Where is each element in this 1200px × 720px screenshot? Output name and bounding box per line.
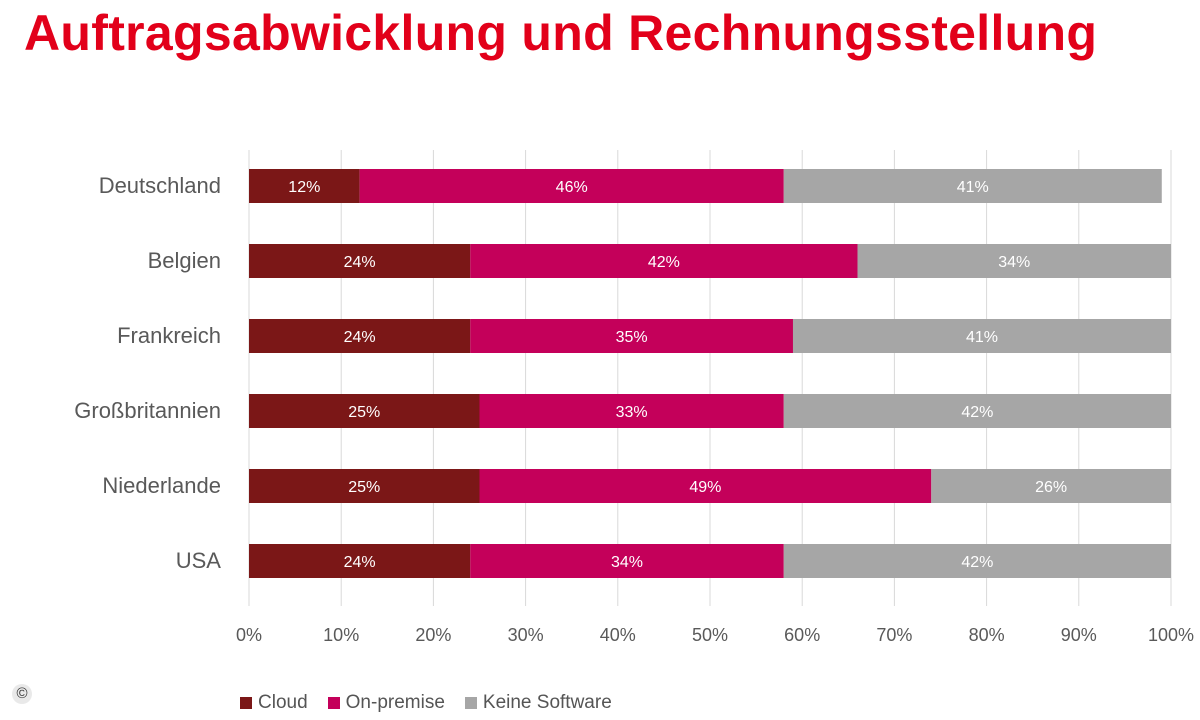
- legend-label: On-premise: [345, 692, 445, 713]
- bar-segment: [249, 394, 480, 428]
- category-label: USA: [176, 548, 222, 573]
- data-label: 42%: [961, 554, 993, 571]
- bar-segment: [249, 244, 471, 278]
- bar-segment: [857, 244, 1171, 278]
- bars: 12% 46% 41% 24% 42% 34% 24% 35% 41% 25% 33% 42% 25% 4…: [249, 169, 1171, 578]
- bar-segment: [359, 169, 784, 203]
- category-labels: Deutschland Belgien Frankreich Großbritanni…: [74, 173, 221, 573]
- bar-segment: [249, 544, 471, 578]
- data-label: 46%: [556, 179, 588, 196]
- legend-item: On-premise: [327, 692, 445, 714]
- x-tick-label: 40%: [600, 625, 636, 645]
- data-label: 24%: [344, 254, 376, 271]
- legend-item: Cloud: [240, 692, 308, 714]
- bar-segment: [470, 244, 858, 278]
- bar-segment: [249, 169, 360, 203]
- data-label: 34%: [998, 254, 1030, 271]
- data-label: 24%: [344, 554, 376, 571]
- legend-swatch: [464, 697, 477, 709]
- x-tick-label: 20%: [415, 625, 451, 645]
- data-label: 25%: [348, 404, 380, 421]
- bar-segment: [783, 394, 1171, 428]
- category-label: Großbritannien: [74, 398, 221, 423]
- x-tick-label: 30%: [508, 625, 544, 645]
- x-tick-label: 80%: [969, 625, 1005, 645]
- bar-segment: [249, 469, 480, 503]
- data-label: 41%: [957, 179, 989, 196]
- x-tick-label: 10%: [323, 625, 359, 645]
- bar-segment: [931, 469, 1171, 503]
- legend-item: Keine Software: [464, 692, 612, 714]
- data-label: 49%: [689, 479, 721, 496]
- bar-segment: [783, 544, 1171, 578]
- data-label: 35%: [616, 329, 648, 346]
- data-label: 34%: [611, 554, 643, 571]
- data-label: 33%: [616, 404, 648, 421]
- legend-swatch: [327, 697, 340, 709]
- data-label: 42%: [648, 254, 680, 271]
- gridlines: [248, 150, 1172, 606]
- category-label: Belgien: [148, 248, 221, 273]
- legend-label: Cloud: [258, 692, 308, 713]
- data-label: 25%: [348, 479, 380, 496]
- data-label: 12%: [288, 179, 320, 196]
- category-label: Deutschland: [99, 173, 221, 198]
- x-tick-label: 90%: [1061, 625, 1097, 645]
- chart-title: Auftragsabwicklung und Rechnungsstellung: [24, 5, 1098, 61]
- category-label: Frankreich: [117, 323, 221, 348]
- x-tick-label: 60%: [784, 625, 820, 645]
- bar-segment: [470, 544, 784, 578]
- x-tick-label: 50%: [692, 625, 728, 645]
- bar-segment: [792, 319, 1171, 353]
- bar-segment: [479, 394, 784, 428]
- legend-label: Keine Software: [482, 692, 612, 713]
- stacked-bar-chart: 12% 46% 41% 24% 42% 34% 24% 35% 41% 25% 33% 42% 25% 4…: [74, 150, 1194, 645]
- x-tick-label: 70%: [876, 625, 912, 645]
- data-label: 26%: [1035, 479, 1067, 496]
- bar-segment: [249, 319, 471, 353]
- copyright-icon: ©: [12, 684, 32, 704]
- category-label: Niederlande: [102, 473, 221, 498]
- data-label: 24%: [344, 329, 376, 346]
- bar-segment: [783, 169, 1162, 203]
- bar-segment: [479, 469, 932, 503]
- data-label: 41%: [966, 329, 998, 346]
- data-label: 42%: [961, 404, 993, 421]
- bar-segment: [470, 319, 793, 353]
- legend: Cloud On-premise Keine Software: [240, 692, 612, 714]
- x-tick-label: 0%: [236, 625, 262, 645]
- legend-swatch: [240, 697, 252, 709]
- x-tick-labels: 0% 10% 20% 30% 40% 50% 60% 70% 80% 90% 100%: [236, 625, 1194, 645]
- x-tick-label: 100%: [1148, 625, 1194, 645]
